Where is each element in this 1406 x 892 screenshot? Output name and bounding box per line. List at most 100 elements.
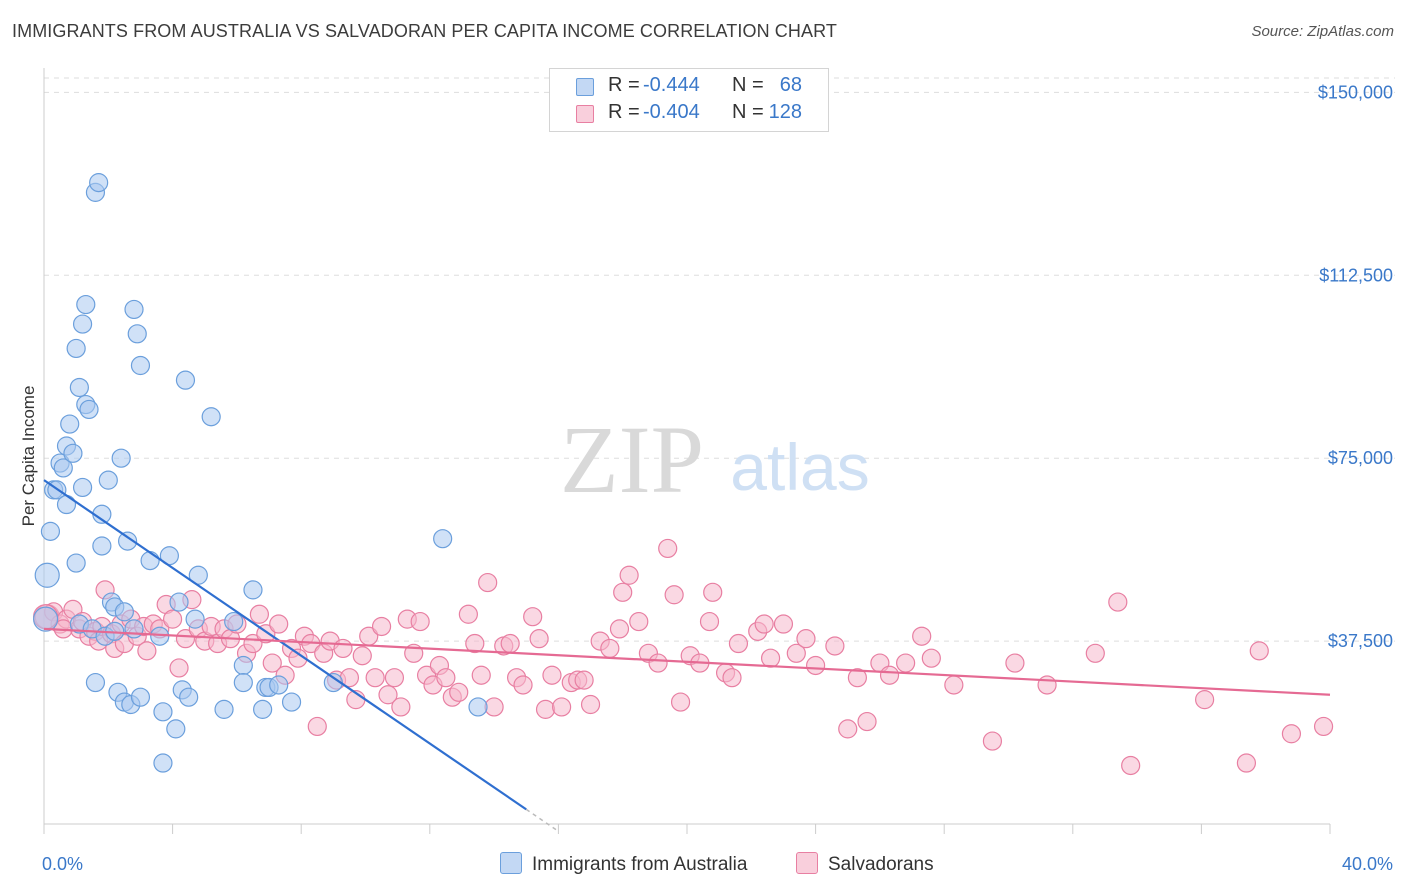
scatter-point — [365, 668, 385, 688]
scatter-point — [384, 668, 405, 688]
scatter-point — [896, 653, 916, 673]
scatter-point — [333, 638, 353, 659]
scatter-point — [262, 653, 282, 673]
scatter-point — [233, 655, 253, 676]
scatter-point — [703, 582, 723, 602]
x-tick-label: 0.0% — [42, 854, 83, 874]
gridlines — [44, 77, 1395, 642]
scatter-point — [629, 611, 649, 632]
scatter-point — [124, 619, 144, 639]
scatter-point — [838, 719, 858, 739]
scatter-point — [542, 665, 562, 685]
bottom-legend-salvadorans: Salvadorans — [796, 852, 934, 876]
scatter-point — [56, 494, 77, 515]
scatter-point — [773, 614, 794, 634]
scatter-point — [40, 521, 61, 541]
bottom-legend-swatch-blue — [500, 852, 522, 874]
scatter-point — [98, 470, 118, 490]
scatter-point — [179, 687, 199, 707]
axes — [43, 68, 1331, 834]
x-tick-label: 40.0% — [1342, 854, 1393, 874]
scatter-point — [847, 668, 867, 688]
scatter-point — [85, 672, 106, 693]
scatter-point — [879, 665, 900, 685]
scatter-point — [410, 611, 430, 632]
scatter-point — [670, 692, 691, 712]
stats-legend: R = -0.444 N = 68 R = -0.404 N = 128 — [549, 68, 829, 132]
scatter-point — [1313, 716, 1334, 737]
scatter-point — [600, 638, 620, 659]
scatter-point — [185, 609, 205, 629]
salvadorans-points — [33, 538, 1334, 776]
scatter-point — [805, 655, 826, 676]
scatter-point — [163, 609, 183, 629]
y-tick-label: $112,500 — [1319, 265, 1393, 285]
scatter-point — [580, 694, 601, 715]
scatter-point — [796, 629, 816, 649]
scatter-point — [648, 653, 668, 673]
scatter-point — [130, 687, 151, 707]
scatter-point — [982, 731, 1003, 751]
scatter-point — [201, 407, 221, 427]
scatter-point — [574, 670, 594, 690]
scatter-point — [288, 648, 308, 668]
scatter-point — [281, 692, 302, 712]
scatter-point — [169, 592, 189, 612]
legend-n-label: N = — [732, 101, 764, 123]
scatter-point — [613, 582, 633, 602]
scatter-point — [89, 173, 109, 193]
scatter-point — [117, 531, 138, 551]
scatter-point — [224, 611, 244, 632]
scatter-point — [664, 585, 684, 605]
bottom-legend-label: Immigrants from Australia — [532, 854, 748, 875]
scatter-point — [233, 672, 253, 693]
watermark-atlas: atlas — [730, 430, 869, 504]
scatter-point — [166, 719, 186, 739]
scatter-point — [153, 702, 173, 722]
scatter-point — [79, 399, 99, 420]
trendline-salvadorans — [43, 627, 1331, 696]
scatter-point — [34, 562, 60, 588]
scatter-point — [825, 636, 845, 656]
scatter-point — [857, 711, 877, 732]
legend-swatch-pink — [576, 105, 594, 123]
scatter-point — [921, 648, 941, 668]
scatter-point — [140, 551, 160, 571]
scatter-point — [760, 648, 781, 668]
scatter-point — [478, 572, 498, 593]
scatter-point — [523, 607, 543, 627]
scatter-point — [33, 606, 59, 632]
scatter-point — [137, 641, 157, 661]
scatter-point — [153, 753, 173, 773]
scatter-point — [552, 697, 572, 717]
scatter-point — [253, 699, 273, 719]
scatter-point — [1005, 653, 1025, 673]
bottom-legend-swatch-pink — [796, 852, 818, 874]
tick-labels: $37,500 $75,000 $112,500 $150,000 0.0% 40.0% — [42, 82, 1393, 874]
watermark-zip: ZIP — [560, 406, 704, 513]
scatter-point — [1195, 690, 1215, 710]
scatter-point — [60, 414, 80, 434]
chart-title: IMMIGRANTS FROM AUSTRALIA VS SALVADORAN … — [12, 21, 837, 41]
legend-n-value: 68 — [779, 74, 802, 96]
scatter-point — [1085, 643, 1105, 663]
legend-n-label: N = — [732, 74, 764, 96]
trendline-australia-extension — [525, 808, 559, 832]
scatter-point — [371, 616, 392, 637]
scatter-point — [912, 626, 932, 646]
scatter-point — [127, 324, 147, 344]
scatter-point — [378, 685, 398, 705]
bottom-legend-australia: Immigrants from Australia — [500, 852, 747, 876]
legend-r-label: R = — [608, 101, 640, 123]
scatter-point — [465, 633, 485, 654]
scatter-point — [1236, 753, 1257, 773]
scatter-point — [307, 716, 327, 737]
trendlines — [43, 479, 1331, 832]
scatter-point — [175, 629, 196, 649]
australia-points — [33, 173, 488, 773]
scatter-point — [500, 633, 520, 654]
scatter-point — [609, 619, 630, 639]
scatter-point — [699, 611, 720, 632]
scatter-point — [169, 658, 189, 678]
